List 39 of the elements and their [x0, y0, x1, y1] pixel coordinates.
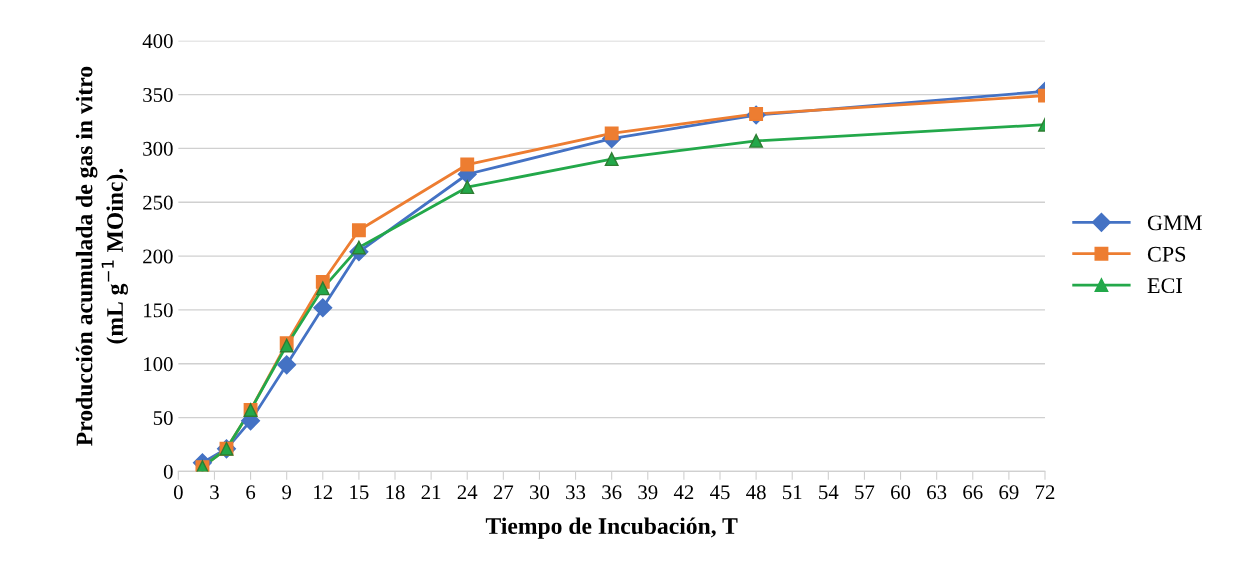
x-tick-label: 9 — [282, 485, 292, 500]
x-tick-label: 57 — [855, 485, 875, 500]
y-tick-label: 50 — [153, 410, 173, 426]
legend-label: ECI — [1147, 278, 1183, 294]
y-tick-label: 0 — [163, 464, 173, 479]
x-tick-label: 3 — [210, 485, 219, 500]
legend-label: CPS — [1147, 246, 1186, 262]
x-tick-label: 36 — [602, 485, 622, 500]
x-tick-label: 30 — [530, 485, 550, 500]
y-tick-label: 100 — [144, 357, 173, 372]
y-tick-label: 150 — [144, 303, 173, 318]
x-tick-label: 42 — [673, 485, 694, 500]
y-axis-title: Producción acumulada de gas in vitro (mL g$^{−1}$ MOinc). — [75, 66, 128, 446]
y-tick-label: 300 — [143, 141, 173, 156]
x-tick-label: 33 — [566, 485, 586, 500]
x-tick-label: 21 — [421, 485, 441, 500]
x-tick-label: 27 — [493, 485, 514, 500]
x-tick-label: 15 — [350, 485, 369, 500]
x-tick-label: 6 — [246, 485, 256, 500]
x-tick-label: 39 — [638, 485, 658, 500]
x-tick-label: 24 — [457, 485, 478, 500]
x-tick-label: 54 — [819, 485, 839, 500]
x-tick-label: 72 — [1035, 485, 1055, 500]
y-tick-label: 400 — [142, 34, 173, 49]
x-tick-label: 48 — [746, 485, 766, 500]
y-tick-label: 350 — [143, 87, 173, 103]
x-tick-label: 18 — [386, 485, 405, 500]
x-tick-label: 12 — [314, 485, 333, 500]
legend-label: GMM — [1147, 215, 1202, 231]
x-tick-label: 60 — [891, 485, 911, 500]
x-tick-label: 66 — [963, 485, 983, 500]
x-tick-label: 51 — [783, 485, 802, 500]
x-axis-title: Tiempo de Incubación, T — [485, 517, 738, 539]
x-tick-label: 69 — [999, 485, 1019, 500]
x-tick-label: 45 — [709, 485, 730, 500]
x-tick-label: 63 — [927, 485, 947, 500]
y-tick-label: 250 — [143, 195, 173, 210]
x-tick-label: 0 — [173, 485, 183, 500]
y-tick-label: 200 — [143, 249, 173, 264]
